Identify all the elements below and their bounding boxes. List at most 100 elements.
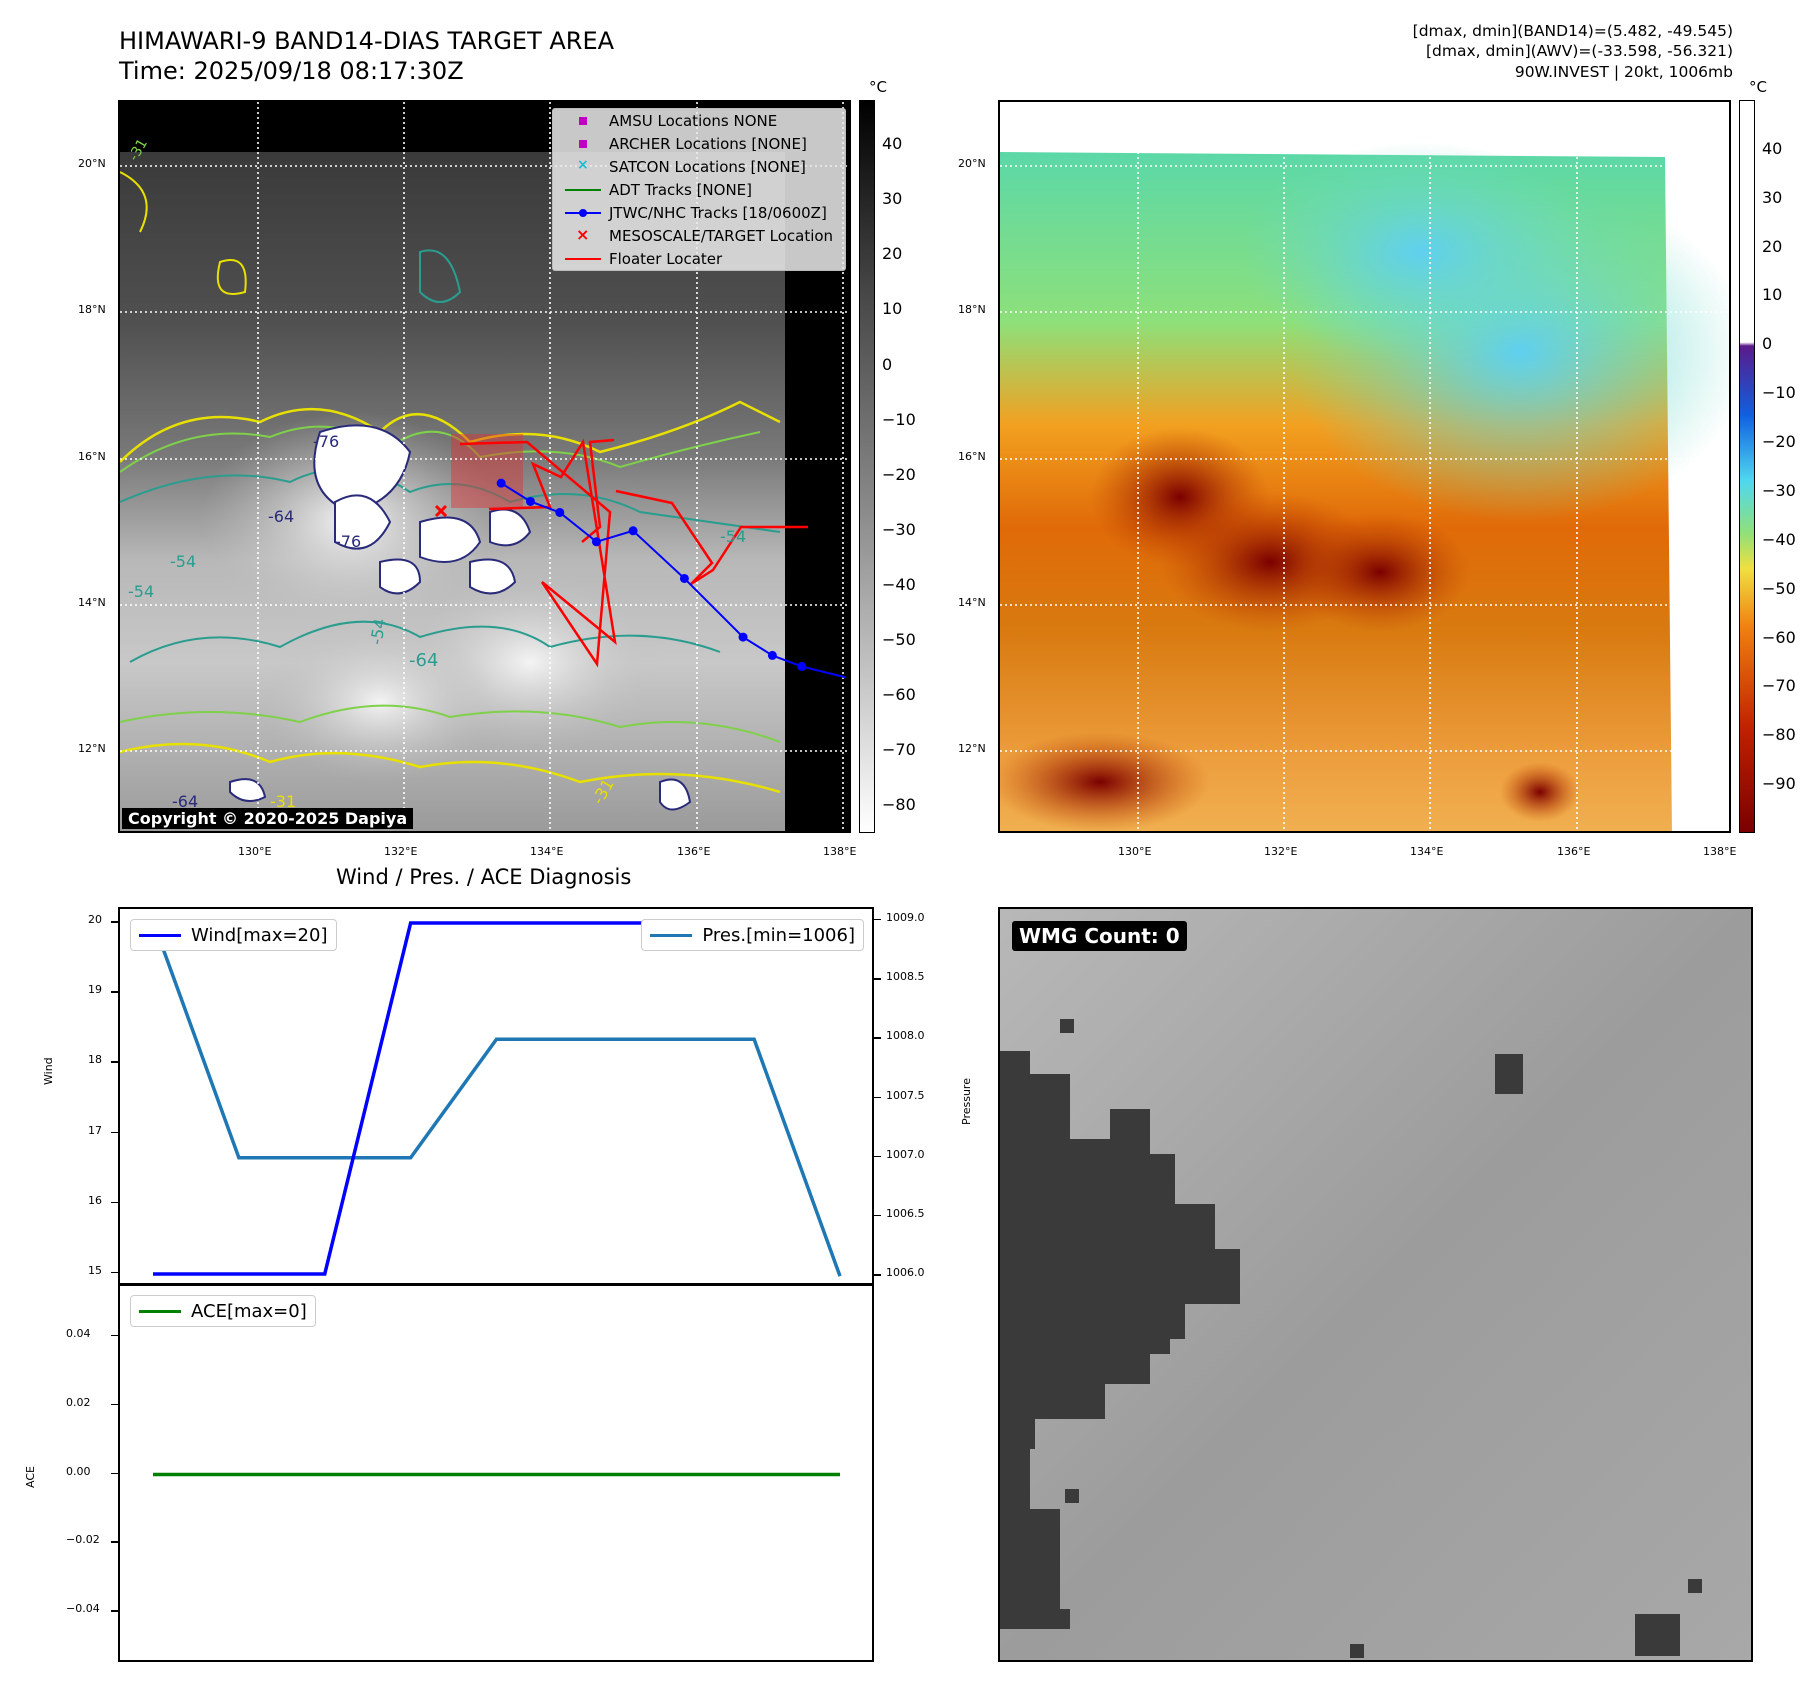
wind-tick-label: 17 <box>88 1123 102 1137</box>
wind-tick-mark <box>111 921 118 923</box>
lat-label: 12°N <box>958 742 986 755</box>
wind-tick-mark <box>111 1271 118 1274</box>
colorbar-tick-label: −70 <box>1762 676 1796 696</box>
lon-label: 136°E <box>1557 845 1591 858</box>
wind-legend-line-icon <box>139 933 181 937</box>
wind-tick-label: 15 <box>88 1263 102 1277</box>
lat-label: 20°N <box>78 157 106 170</box>
jtwc-track-point <box>591 537 601 547</box>
colorbar-tick-label: −40 <box>1762 529 1796 549</box>
pressure-tick-mark <box>874 1037 881 1039</box>
ace-tick-label: 0.00 <box>66 1464 91 1478</box>
info-awv-range: [dmax, dmin](AWV)=(-33.598, -56.321) <box>1426 42 1733 60</box>
lon-label: 138°E <box>823 845 857 858</box>
wind-tick-mark <box>111 991 118 993</box>
figure-title: HIMAWARI-9 BAND14-DIAS TARGET AREA <box>119 27 615 55</box>
ir-map-panel: -76 -64 -76 -54 -54 -64 -54 -54 -31 -64 … <box>118 100 851 833</box>
colorbar-tick-label: 0 <box>882 354 893 374</box>
pressure-tick-label: 1008.5 <box>886 970 925 984</box>
contour-label: -54 <box>720 527 747 546</box>
x-marker-icon: × <box>576 224 590 244</box>
contour-label: -54 <box>170 552 197 571</box>
lon-label: 130°E <box>1118 845 1152 858</box>
wind-pressure-panel: Wind[max=20] Pres.[min=1006] <box>118 907 874 1286</box>
ace-legend-line-icon <box>139 1309 181 1313</box>
pressure-tick-mark <box>874 1096 881 1098</box>
pressure-tick-label: 1006.0 <box>886 1266 925 1280</box>
jtwc-track-point <box>767 650 777 660</box>
pressure-tick-mark <box>874 1274 881 1276</box>
wind-tick-label: 16 <box>88 1193 102 1207</box>
wind-ylabel: Wind <box>42 1057 55 1085</box>
wind-tick-label: 18 <box>88 1053 102 1067</box>
lon-label: 136°E <box>677 845 711 858</box>
pressure-tick-mark <box>874 978 881 980</box>
jtwc-track-point <box>525 496 535 506</box>
contour-label: -64 <box>268 507 295 526</box>
colorbar-tick-label: −10 <box>882 409 916 429</box>
diagnosis-title: Wind / Pres. / ACE Diagnosis <box>336 865 632 889</box>
legend-item: × SATCON Locations [NONE] <box>553 155 845 178</box>
pressure-legend: Pres.[min=1006] <box>641 919 864 951</box>
lon-label: 132°E <box>384 845 418 858</box>
colorbar-tick-label: −50 <box>882 630 916 650</box>
colorbar-tick-label: 10 <box>882 299 903 319</box>
ace-tick-mark <box>111 1541 118 1543</box>
mesoscale-target-marker <box>434 504 448 518</box>
wind-tick-label: 19 <box>88 983 102 997</box>
lat-label: 18°N <box>78 303 106 316</box>
ace-tick-label: −0.04 <box>66 1602 100 1616</box>
colorbar-tick-label: 0 <box>1762 334 1773 354</box>
colorbar-tick-label: 40 <box>882 134 903 154</box>
pressure-ylabel: Pressure <box>960 1078 973 1125</box>
jtwc-track-point <box>496 478 506 488</box>
pressure-legend-line-icon <box>650 933 693 937</box>
colorbar-tick-label: 10 <box>1762 285 1783 305</box>
awv-map-panel <box>998 100 1731 833</box>
ace-panel: ACE[max=0] <box>118 1283 874 1662</box>
wmg-count-badge: WMG Count: 0 <box>1012 921 1187 951</box>
pressure-series-line <box>151 920 842 1277</box>
wind-legend: Wind[max=20] <box>130 919 337 951</box>
ace-tick-mark <box>111 1334 118 1337</box>
lon-label: 132°E <box>1264 845 1298 858</box>
pressure-tick-mark <box>874 1214 881 1217</box>
jtwc-track-point <box>628 526 638 536</box>
square-marker-icon <box>563 134 603 154</box>
info-storm: 90W.INVEST | 20kt, 1006mb <box>1514 63 1733 81</box>
colorbar-tick-label: 20 <box>882 244 903 264</box>
colorbar-tick-label: −60 <box>1762 627 1796 647</box>
wind-tick-label: 20 <box>88 913 102 927</box>
wind-tick-mark <box>111 1201 118 1204</box>
wmg-panel: WMG Count: 0 <box>998 907 1753 1662</box>
colorbar-tick-label: −80 <box>882 795 916 815</box>
jtwc-track-point <box>555 507 565 517</box>
pressure-tick-label: 1007.0 <box>886 1147 925 1161</box>
ace-tick-label: 0.04 <box>66 1326 91 1340</box>
awv-colorbar <box>1739 100 1755 833</box>
wmg-image <box>1000 909 1751 1660</box>
legend-item: ARCHER Locations [NONE] <box>553 132 845 155</box>
colorbar-tick-label: −30 <box>1762 480 1796 500</box>
colorbar-tick-label: 40 <box>1762 138 1783 158</box>
x-marker-icon: × <box>577 156 589 173</box>
square-marker-icon <box>563 111 603 131</box>
lon-label: 134°E <box>530 845 564 858</box>
lat-label: 14°N <box>958 596 986 609</box>
line-icon <box>563 180 603 200</box>
lon-label: 130°E <box>238 845 272 858</box>
ace-legend: ACE[max=0] <box>130 1295 316 1327</box>
pressure-tick-mark <box>874 918 881 921</box>
wind-series-line <box>153 921 840 1276</box>
pressure-tick-mark <box>874 1155 881 1158</box>
awv-map-image <box>1000 102 1729 831</box>
pressure-tick-label: 1009.0 <box>886 910 925 924</box>
colorbar-tick-label: −80 <box>1762 725 1796 745</box>
legend-item: Floater Locater <box>553 247 845 270</box>
colorbar-tick-label: 30 <box>1762 187 1783 207</box>
colorbar-tick-label: −60 <box>882 685 916 705</box>
contour-label: -76 <box>313 432 340 451</box>
colorbar-tick-label: −70 <box>882 740 916 760</box>
pressure-tick-label: 1007.5 <box>886 1088 925 1102</box>
lon-label: 138°E <box>1703 845 1737 858</box>
